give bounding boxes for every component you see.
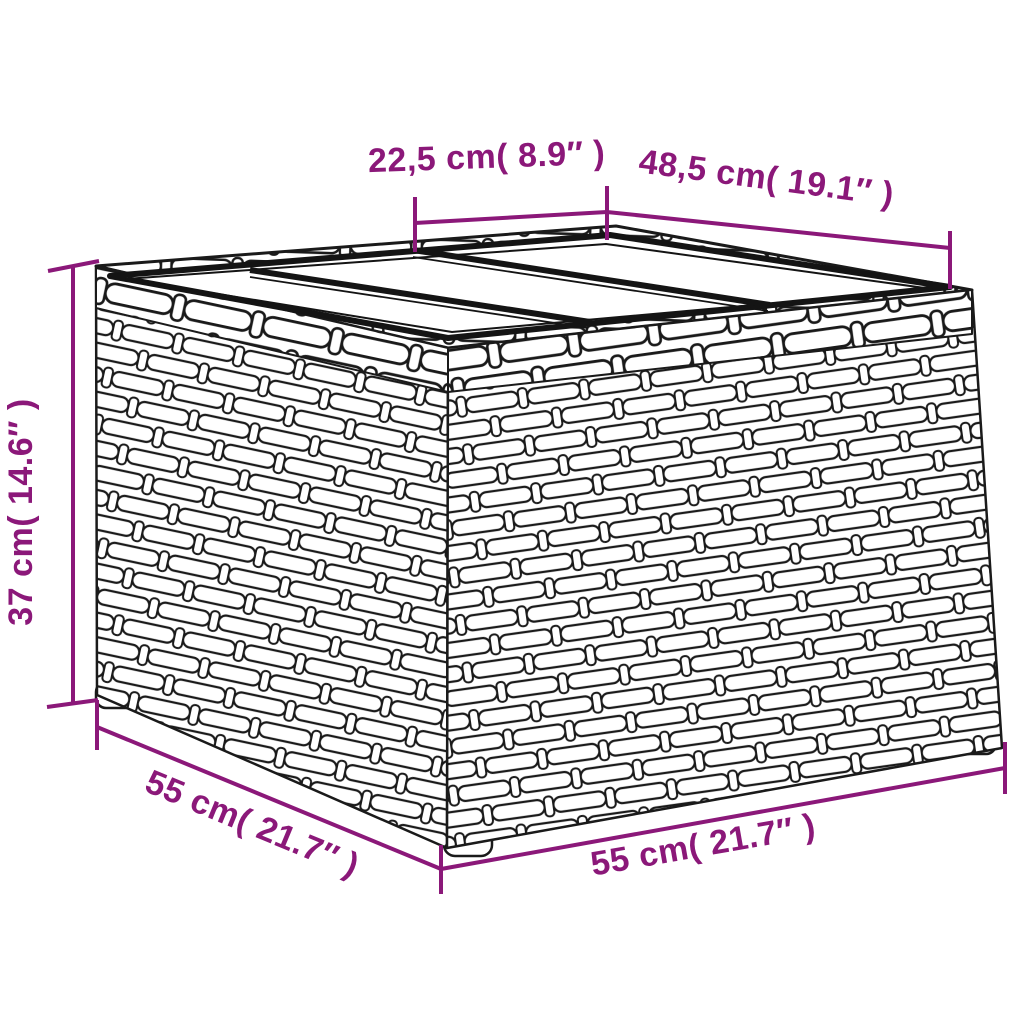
dimension-line [96, 725, 442, 871]
glass-top [107, 232, 953, 341]
panel-divider-2 [249, 267, 591, 325]
dimension-line [414, 210, 608, 225]
height-label: 37 cm( 14.6″ ) [2, 398, 40, 625]
glass-panel-width-dimension: 22,5 cm( 8.9″ ) [367, 134, 609, 252]
panel-divider-2-edge [249, 276, 589, 329]
panel-divider-1 [412, 247, 771, 308]
panel-divider-1-edge [412, 256, 769, 312]
dimension-tick [46, 698, 99, 709]
right-rim-band [447, 289, 973, 393]
dimension-tick [47, 259, 100, 273]
dimension-line [606, 210, 951, 250]
dimension-line [440, 766, 1006, 871]
glass-panel-width-label: 22,5 cm( 8.9″ ) [367, 134, 606, 180]
rattan-table-drawing [94, 224, 1004, 858]
height-dimension: 37 cm( 14.6″ ) [2, 259, 100, 709]
glass-panel-dividers [249, 247, 771, 329]
